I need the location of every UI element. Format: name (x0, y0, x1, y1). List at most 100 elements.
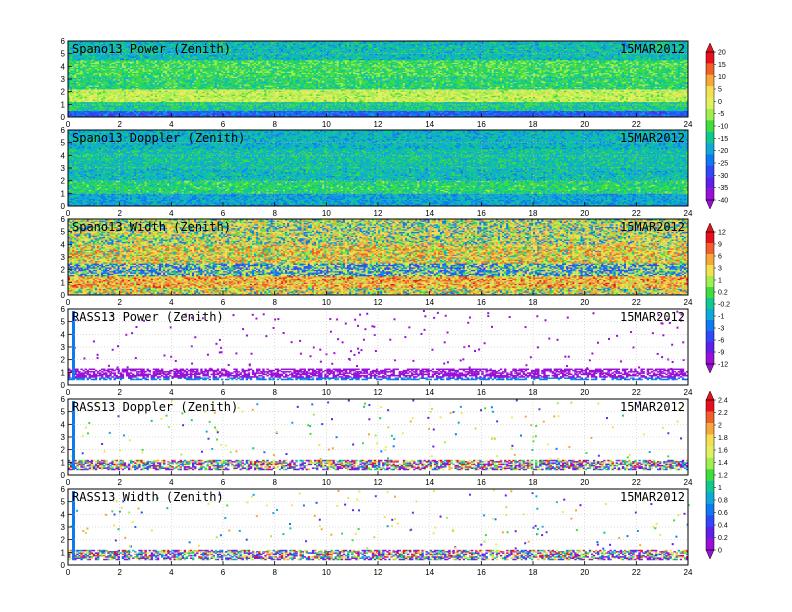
y-tick-label: 3 (61, 75, 66, 84)
field-band-4 (68, 244, 688, 263)
colorbar-label: 0.8 (718, 498, 728, 505)
x-tick-label: 6 (221, 298, 226, 307)
x-tick-label: 0 (66, 388, 71, 397)
y-tick-label: 3 (61, 433, 66, 442)
colorbar-swatch (706, 243, 714, 254)
x-tick-label: 24 (684, 120, 693, 129)
x-tick-label: 6 (221, 478, 226, 487)
x-tick-label: 20 (580, 298, 589, 307)
y-tick-label: 3 (61, 343, 66, 352)
field-band-2 (68, 460, 688, 468)
y-tick-label: 6 (61, 126, 66, 135)
x-tick-label: 18 (529, 388, 538, 397)
x-tick-label: 22 (632, 209, 641, 218)
x-tick-label: 20 (580, 568, 589, 577)
colorbar-swatch (706, 143, 714, 155)
colorbar-swatch (706, 98, 714, 110)
x-tick-label: 12 (374, 568, 383, 577)
x-tick-label: 4 (169, 120, 174, 129)
x-tick-label: 18 (529, 298, 538, 307)
y-tick-label: 1 (61, 100, 66, 109)
x-tick-label: 12 (374, 298, 383, 307)
y-tick-label: 6 (61, 305, 66, 314)
x-tick-label: 8 (272, 209, 277, 218)
colorbar-swatch (706, 86, 714, 98)
x-tick-label: 2 (117, 209, 122, 218)
x-tick-label: 24 (684, 209, 693, 218)
x-tick-label: 14 (425, 388, 434, 397)
y-tick-label: 2 (61, 266, 66, 275)
x-tick-label: 16 (477, 298, 486, 307)
x-tick-label: 4 (169, 298, 174, 307)
x-tick-label: 4 (169, 209, 174, 218)
y-tick-label: 6 (61, 215, 66, 224)
colorbar-swatch (706, 109, 714, 121)
colorbar-label: 0.6 (718, 510, 728, 517)
y-tick-label: 1 (61, 458, 66, 467)
colorbar-swatch (706, 287, 714, 298)
x-tick-label: 18 (529, 478, 538, 487)
y-tick-label: 4 (61, 62, 66, 71)
y-tick-label: 1 (61, 548, 66, 557)
colorbar-label: -0.2 (718, 302, 730, 309)
colorbar-swatch (706, 265, 714, 276)
colorbar-swatch (706, 481, 714, 493)
colorbar-label: -1 (718, 314, 724, 321)
colorbar-label: 10 (718, 74, 726, 81)
x-tick-label: 2 (117, 120, 122, 129)
x-tick-label: 2 (117, 478, 122, 487)
y-tick-label: 0 (61, 471, 66, 480)
colorbar-label: -25 (718, 161, 728, 168)
x-tick-label: 10 (322, 120, 331, 129)
colorbar-swatch (706, 423, 714, 435)
x-tick-label: 18 (529, 209, 538, 218)
colorbar-swatch (706, 75, 714, 87)
y-tick-label: 5 (61, 318, 66, 327)
colorbar-swatch (706, 154, 714, 166)
panel-title: RASS13 Power (Zenith) (72, 310, 224, 324)
colorbar-swatch (706, 132, 714, 144)
y-tick-label: 6 (61, 37, 66, 46)
x-tick-label: 22 (632, 478, 641, 487)
colorbar-label: -40 (718, 198, 728, 205)
x-tick-label: 14 (425, 209, 434, 218)
y-tick-label: 0 (61, 202, 66, 211)
x-tick-label: 12 (374, 478, 383, 487)
x-tick-label: 8 (272, 298, 277, 307)
panel-date: 15MAR2012 (620, 310, 685, 324)
x-tick-label: 12 (374, 120, 383, 129)
colorbar-label: 2 (718, 423, 722, 430)
colorbar-min-arrow (706, 550, 714, 559)
x-tick-label: 6 (221, 568, 226, 577)
colorbar-label: 2.4 (718, 398, 728, 405)
y-tick-label: 5 (61, 228, 66, 237)
x-tick-label: 10 (322, 388, 331, 397)
y-tick-label: 0 (61, 291, 66, 300)
colorbar-label: 1 (718, 485, 722, 492)
y-tick-label: 6 (61, 395, 66, 404)
colorbar-max-arrow (706, 43, 714, 52)
colorbar-swatch (706, 538, 714, 550)
colorbar-label: 0 (718, 99, 722, 106)
colorbar-swatch (706, 276, 714, 287)
x-tick-label: 0 (66, 120, 71, 129)
field-band-4 (68, 76, 688, 89)
colorbar-label: -30 (718, 173, 728, 180)
x-tick-label: 0 (66, 209, 71, 218)
x-tick-label: 10 (322, 478, 331, 487)
x-tick-label: 2 (117, 568, 122, 577)
y-tick-label: 5 (61, 139, 66, 148)
y-tick-label: 4 (61, 510, 66, 519)
colorbar-label: 1.4 (718, 460, 728, 467)
x-tick-label: 22 (632, 388, 641, 397)
panel-date: 15MAR2012 (620, 42, 685, 56)
y-tick-label: 4 (61, 330, 66, 339)
colorbar-label: 0 (718, 548, 722, 555)
colorbar-label: 5 (718, 87, 722, 94)
x-tick-label: 22 (632, 120, 641, 129)
